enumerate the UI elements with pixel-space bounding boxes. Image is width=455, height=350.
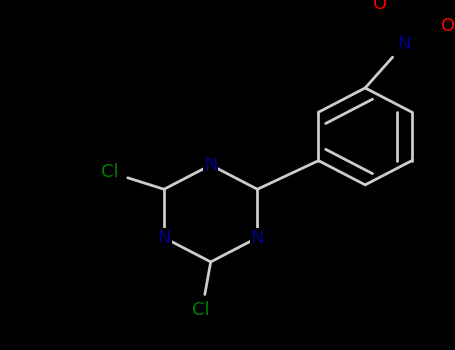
Text: O: O xyxy=(441,17,455,35)
Text: Cl: Cl xyxy=(101,163,119,181)
Text: N: N xyxy=(251,229,264,247)
Text: N: N xyxy=(204,156,217,174)
Text: O: O xyxy=(373,0,387,13)
Text: N: N xyxy=(157,229,171,247)
Text: N: N xyxy=(398,35,411,53)
Text: Cl: Cl xyxy=(192,301,210,319)
